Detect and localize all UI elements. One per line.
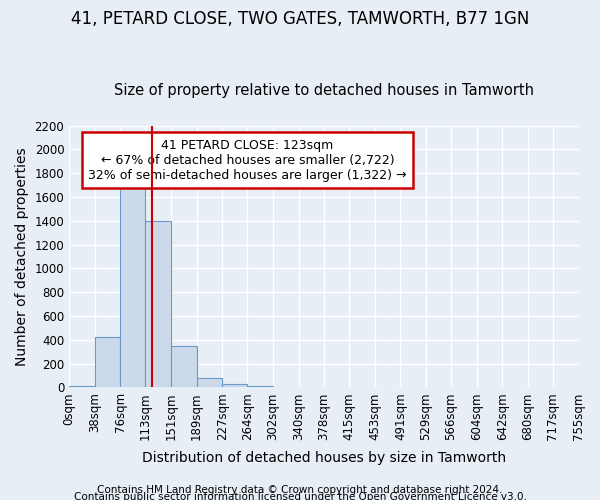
Bar (273, 387, 299, 388)
Text: Contains HM Land Registry data © Crown copyright and database right 2024.: Contains HM Land Registry data © Crown c… (97, 485, 503, 495)
X-axis label: Distribution of detached houses by size in Tamworth: Distribution of detached houses by size … (142, 451, 506, 465)
Bar (121, 173, 145, 388)
Title: Size of property relative to detached houses in Tamworth: Size of property relative to detached ho… (114, 83, 534, 98)
Bar (247, 386, 273, 388)
Text: 41, PETARD CLOSE, TWO GATES, TAMWORTH, B77 1GN: 41, PETARD CLOSE, TWO GATES, TAMWORTH, B… (71, 10, 529, 28)
Text: Contains public sector information licensed under the Open Government Licence v3: Contains public sector information licen… (74, 492, 526, 500)
Bar (145, 221, 171, 388)
Bar (95, 337, 121, 388)
Bar (69, 386, 95, 388)
Text: 41 PETARD CLOSE: 123sqm
← 67% of detached houses are smaller (2,722)
32% of semi: 41 PETARD CLOSE: 123sqm ← 67% of detache… (88, 138, 407, 182)
Bar (197, 378, 223, 388)
Y-axis label: Number of detached properties: Number of detached properties (15, 147, 29, 366)
Bar (171, 346, 197, 388)
Bar (223, 384, 247, 388)
